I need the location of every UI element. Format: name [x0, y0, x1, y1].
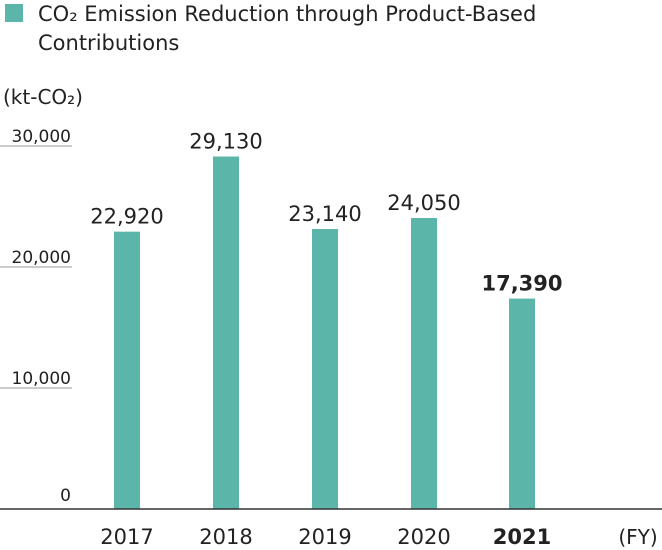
- x-axis-label: (FY): [618, 525, 657, 549]
- legend-label-line2: Contributions: [38, 31, 179, 55]
- x-tick-label-2018: 2018: [199, 525, 252, 549]
- x-axis-labels: 2017 2018 2019 2020 2021: [100, 525, 551, 549]
- legend: CO₂ Emission Reduction through Product-B…: [5, 2, 536, 55]
- x-tick-label-2021: 2021: [493, 525, 551, 549]
- bar-2020: [411, 217, 437, 509]
- value-label-2017: 22,920: [90, 205, 163, 229]
- x-tick-label-2020: 2020: [397, 525, 450, 549]
- y-tick-label: 20,000: [12, 248, 71, 268]
- y-axis-label: (kt-CO₂): [3, 85, 83, 109]
- legend-label-line1: CO₂ Emission Reduction through Product-B…: [38, 2, 536, 26]
- y-tick-label: 10,000: [12, 369, 71, 389]
- bars-group: [114, 156, 535, 510]
- y-axis-ticks: 0 10,000 20,000 30,000: [0, 127, 72, 506]
- y-tick-label: 0: [60, 486, 71, 506]
- bar-2021: [509, 298, 535, 509]
- value-label-2019: 23,140: [288, 202, 361, 226]
- x-tick-label-2019: 2019: [298, 525, 351, 549]
- value-label-2018: 29,130: [189, 130, 262, 154]
- bar-2017: [114, 231, 140, 509]
- value-labels-group: 22,920 29,130 23,140 24,050 17,390: [90, 130, 562, 296]
- value-label-2020: 24,050: [387, 191, 460, 215]
- bar-2019: [312, 229, 338, 510]
- legend-swatch: [5, 4, 23, 22]
- value-label-2021: 17,390: [481, 272, 562, 296]
- x-tick-label-2017: 2017: [100, 525, 153, 549]
- y-tick-label: 30,000: [12, 127, 71, 147]
- bar-2018: [213, 156, 239, 510]
